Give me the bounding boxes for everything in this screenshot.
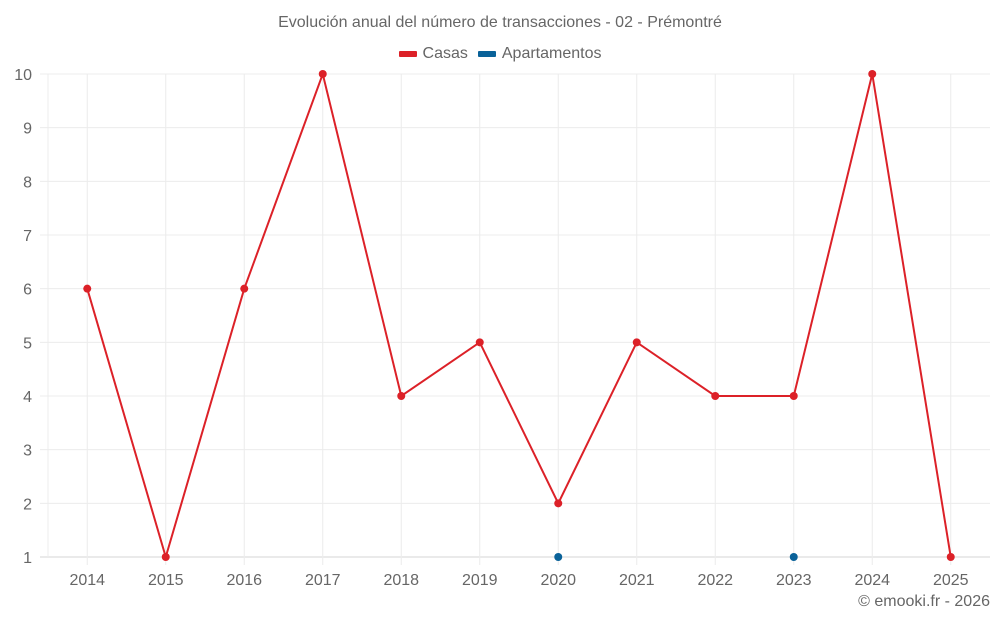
series-line-casas	[86, 70, 952, 561]
x-tick-label: 2016	[226, 572, 262, 589]
data-point-casas	[711, 392, 720, 400]
legend-swatch-apartamentos	[477, 51, 496, 57]
x-tick-label: 2020	[540, 572, 576, 589]
data-point-casas	[868, 70, 877, 78]
data-point-casas	[161, 553, 170, 561]
y-tick-label: 2	[23, 496, 32, 513]
y-tick-label: 1	[23, 550, 32, 567]
x-tick-label: 2015	[148, 572, 184, 589]
y-tick-label: 6	[23, 282, 32, 299]
legend-label-apartamentos: Apartamentos	[501, 45, 602, 62]
x-tick-label: 2014	[69, 572, 105, 589]
x-tick-label: 2017	[305, 572, 341, 589]
legend-item-apartamentos[interactable]: Apartamentos	[477, 45, 602, 63]
data-point-casas	[475, 338, 484, 347]
x-tick-label: 2025	[933, 572, 969, 589]
data-point-apartamentos	[789, 553, 798, 561]
data-point-casas	[83, 284, 92, 293]
x-tick-label: 2021	[619, 572, 655, 589]
legend-label-casas: Casas	[422, 45, 468, 62]
data-point-casas	[946, 553, 955, 561]
data-point-casas	[789, 392, 798, 400]
data-point-apartamentos	[554, 553, 563, 561]
y-tick-label: 5	[23, 335, 32, 352]
chart-legend: Casas Apartamentos	[0, 45, 1000, 63]
y-tick-label: 7	[23, 228, 32, 245]
copyright-footer: © emooki.fr - 2026	[858, 593, 990, 610]
x-tick-label: 2023	[776, 572, 812, 589]
y-tick-label: 10	[14, 67, 32, 84]
x-tick-label: 2024	[854, 572, 890, 589]
y-tick-label: 4	[23, 389, 32, 406]
y-tick-label: 9	[23, 121, 32, 138]
y-tick-label: 3	[23, 443, 32, 460]
legend-swatch-casas	[398, 51, 417, 57]
data-point-casas	[318, 70, 327, 78]
legend-item-casas[interactable]: Casas	[398, 45, 468, 63]
data-point-casas	[554, 499, 563, 508]
data-point-casas	[397, 392, 406, 400]
data-point-casas	[632, 338, 641, 347]
x-tick-label: 2022	[697, 572, 733, 589]
x-tick-label: 2018	[383, 572, 419, 589]
y-tick-label: 8	[23, 174, 32, 191]
data-point-casas	[240, 284, 249, 293]
x-tick-label: 2019	[462, 572, 498, 589]
chart-title: Evolución anual del número de transaccio…	[278, 14, 722, 31]
